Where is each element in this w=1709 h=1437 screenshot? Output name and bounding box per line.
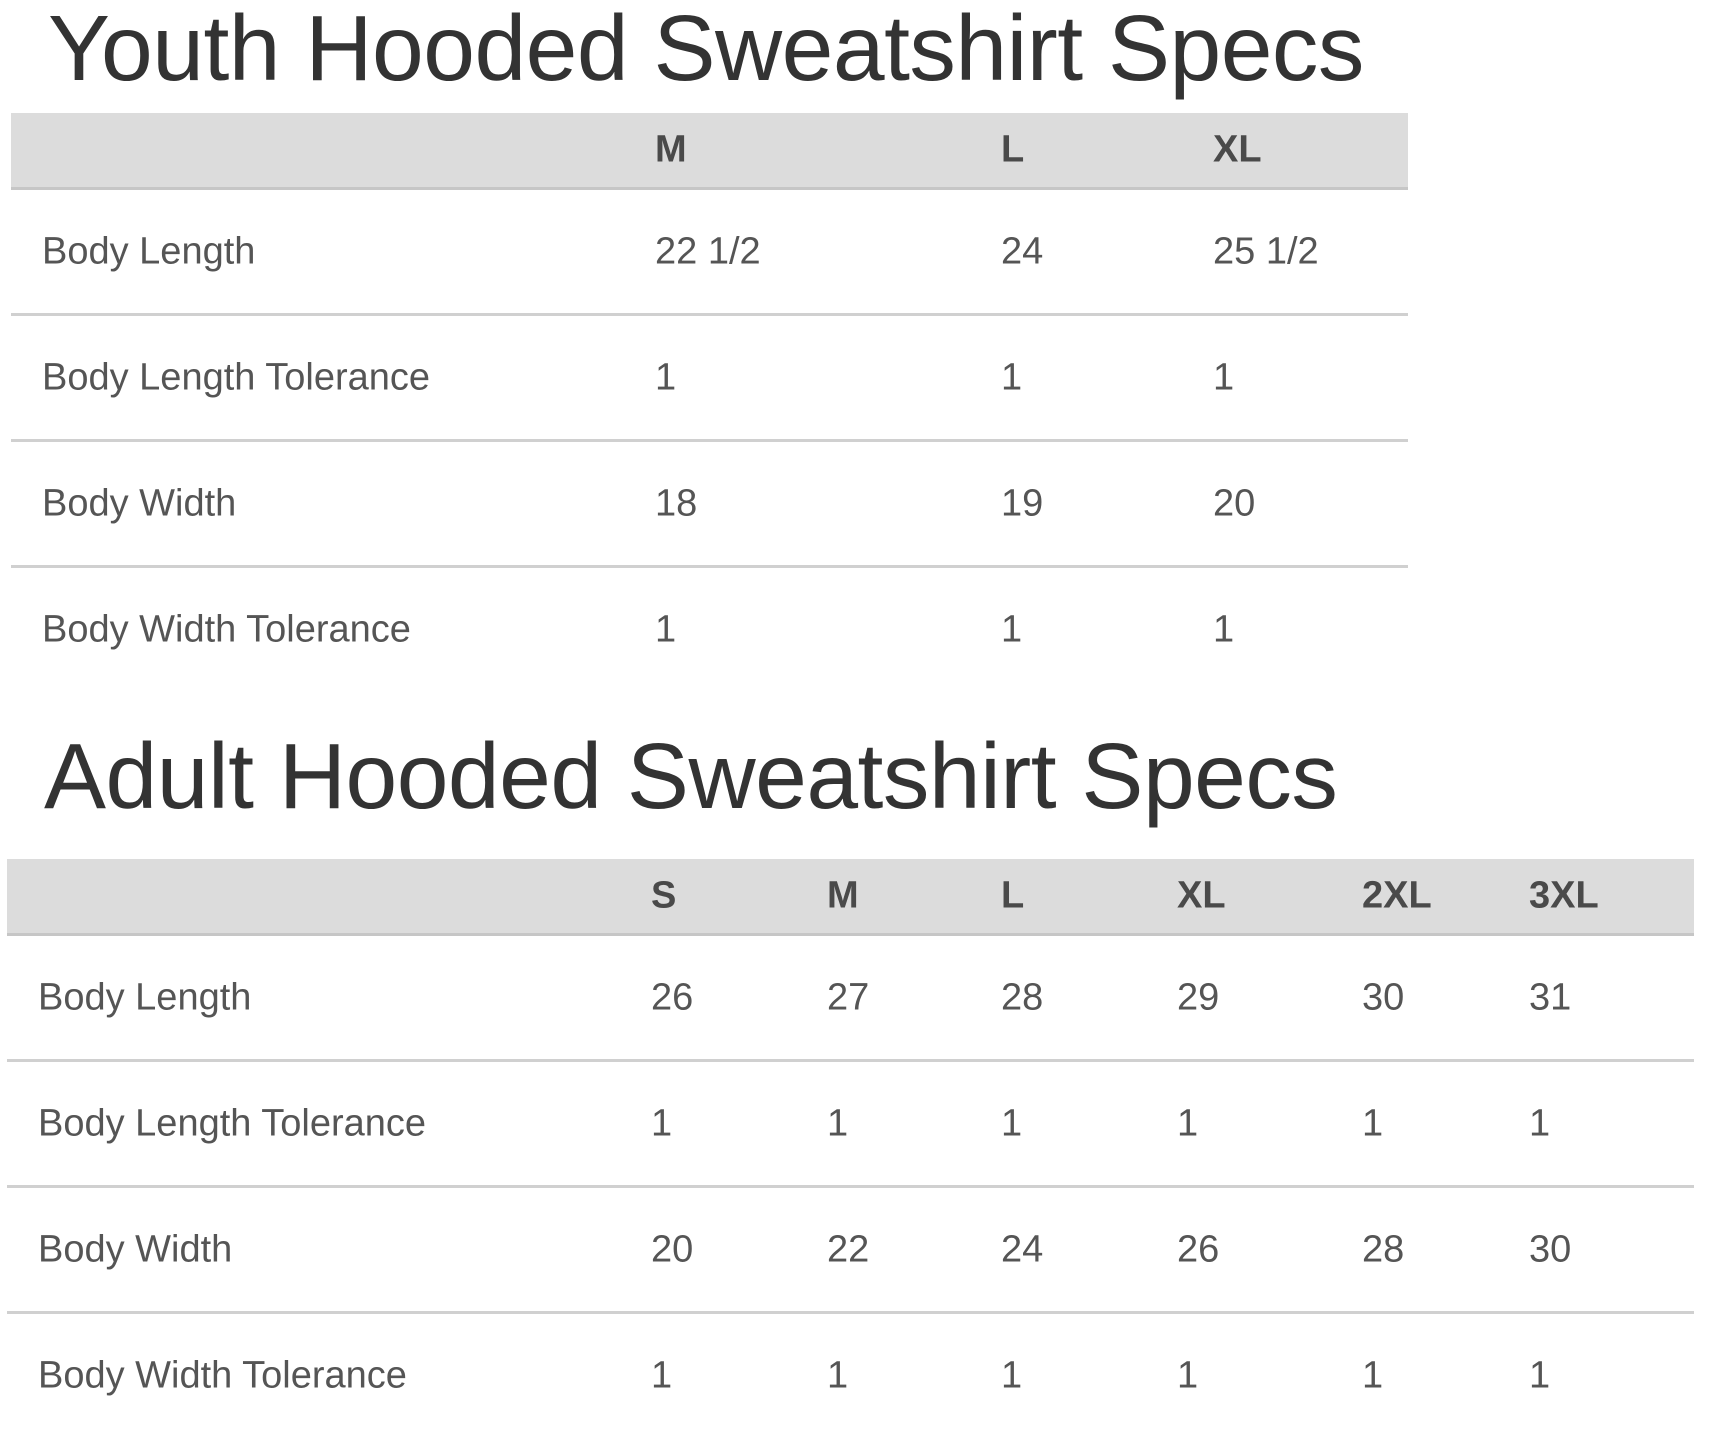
cell-value: 1 [1001, 356, 1023, 398]
cell-value: 28 [1001, 976, 1044, 1018]
cell-value: 30 [1529, 1228, 1572, 1270]
table-row: Body Length 26 27 28 29 30 31 [7, 936, 1694, 1062]
cell-value: 26 [651, 976, 694, 1018]
cell-value: 28 [1362, 1228, 1405, 1270]
cell-value: 1 [651, 1354, 673, 1396]
row-label: Body Width [42, 482, 237, 524]
size-header-m: M [827, 874, 859, 917]
cell-value: 1 [1529, 1354, 1551, 1396]
cell-value: 1 [655, 356, 677, 398]
cell-value: 1 [1001, 608, 1023, 650]
size-header-l: L [1001, 128, 1025, 171]
size-header-m: M [655, 128, 687, 171]
cell-value: 29 [1177, 976, 1220, 1018]
table-header: M L XL [11, 113, 1408, 190]
row-label: Body Width [38, 1228, 233, 1270]
size-header-l: L [1001, 874, 1025, 917]
cell-value: 1 [1213, 356, 1235, 398]
cell-value: 18 [655, 482, 698, 524]
size-header-2xl: 2XL [1362, 874, 1432, 917]
row-label: Body Length [42, 230, 256, 272]
table-header: S M L XL 2XL 3XL [7, 859, 1694, 936]
cell-value: 1 [827, 1354, 849, 1396]
cell-value: 20 [651, 1228, 694, 1270]
table-row: Body Width Tolerance 1 1 1 1 1 1 [7, 1314, 1694, 1437]
row-label: Body Width Tolerance [38, 1354, 407, 1396]
cell-value: 20 [1213, 482, 1256, 524]
cell-value: 27 [827, 976, 870, 1018]
adult-title: Adult Hooded Sweatshirt Specs [44, 724, 1338, 828]
row-label: Body Length [38, 976, 252, 1018]
youth-specs-table: M L XL Body Length 22 1/2 24 25 1/2 Body Length… [11, 113, 1408, 650]
row-label: Body Length Tolerance [38, 1102, 427, 1144]
table-row: Body Length Tolerance 1 1 1 [11, 316, 1408, 442]
cell-value: 24 [1001, 230, 1044, 272]
youth-title: Youth Hooded Sweatshirt Specs [48, 0, 1364, 100]
row-label: Body Length Tolerance [42, 356, 431, 398]
cell-value: 1 [1362, 1102, 1384, 1144]
table-row: Body Length 22 1/2 24 25 1/2 [11, 190, 1408, 316]
cell-value: 1 [1001, 1354, 1023, 1396]
cell-value: 26 [1177, 1228, 1220, 1270]
table-row: Body Width 18 19 20 [11, 442, 1408, 568]
size-header-xl: XL [1213, 128, 1262, 171]
cell-value: 22 [827, 1228, 870, 1270]
cell-value: 22 1/2 [655, 230, 761, 272]
size-header-xl: XL [1177, 874, 1226, 917]
table-row: Body Width 20 22 24 26 28 30 [7, 1188, 1694, 1314]
cell-value: 1 [1177, 1354, 1199, 1396]
cell-value: 31 [1529, 976, 1572, 1018]
cell-value: 24 [1001, 1228, 1044, 1270]
cell-value: 19 [1001, 482, 1044, 524]
cell-value: 30 [1362, 976, 1405, 1018]
cell-value: 1 [1529, 1102, 1551, 1144]
size-header-s: S [651, 874, 677, 917]
adult-specs-table: S M L XL 2XL 3XL Body Length 26 27 28 29 30 31 Body L… [7, 859, 1694, 1419]
cell-value: 1 [827, 1102, 849, 1144]
cell-value: 25 1/2 [1213, 230, 1319, 272]
cell-value: 1 [1001, 1102, 1023, 1144]
table-row: Body Width Tolerance 1 1 1 [11, 568, 1408, 691]
row-label: Body Width Tolerance [42, 608, 411, 650]
cell-value: 1 [651, 1102, 673, 1144]
cell-value: 1 [655, 608, 677, 650]
size-header-3xl: 3XL [1529, 874, 1599, 917]
cell-value: 1 [1213, 608, 1235, 650]
cell-value: 1 [1177, 1102, 1199, 1144]
table-row: Body Length Tolerance 1 1 1 1 1 1 [7, 1062, 1694, 1188]
cell-value: 1 [1362, 1354, 1384, 1396]
